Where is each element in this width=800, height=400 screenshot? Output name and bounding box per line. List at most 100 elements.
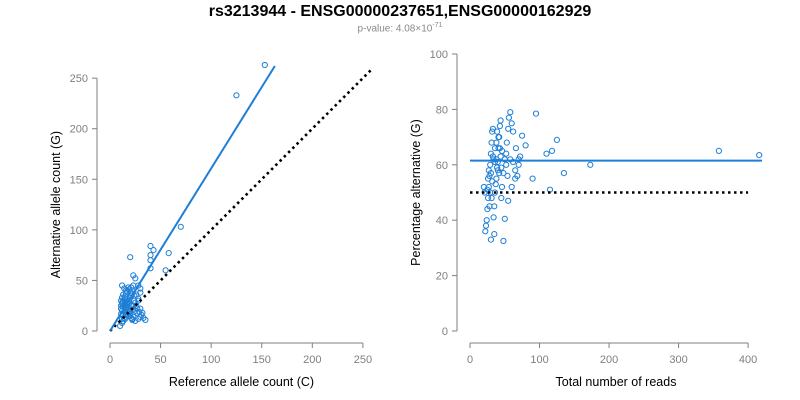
y-tick-label: 100 bbox=[70, 225, 88, 237]
data-point bbox=[500, 170, 507, 177]
data-point bbox=[130, 282, 137, 289]
data-point bbox=[117, 322, 124, 329]
data-point bbox=[497, 153, 504, 160]
data-point bbox=[505, 125, 512, 132]
data-point bbox=[487, 189, 494, 196]
data-point bbox=[553, 136, 561, 143]
data-point bbox=[494, 164, 501, 171]
data-point bbox=[515, 156, 522, 163]
data-point bbox=[507, 109, 514, 116]
x-axis-title: Reference allele count (C) bbox=[169, 375, 314, 389]
allele-count-scatter-panel: 0 50 100 150 200 250 0 50 100 150 200 250 Reference … bbox=[49, 61, 374, 389]
data-point bbox=[497, 117, 504, 124]
data-point bbox=[126, 286, 133, 293]
y-tick-label: 200 bbox=[70, 124, 88, 136]
data-point bbox=[548, 147, 556, 154]
data-point bbox=[129, 316, 136, 323]
data-point bbox=[501, 215, 508, 222]
y-tick-label: 150 bbox=[70, 174, 88, 186]
data-point bbox=[487, 161, 494, 168]
data-point bbox=[587, 161, 594, 168]
data-point bbox=[498, 164, 505, 171]
data-point bbox=[492, 181, 499, 188]
data-point bbox=[162, 267, 169, 274]
y-tick-label: 100 bbox=[430, 49, 448, 61]
data-point bbox=[483, 217, 490, 224]
data-point bbox=[519, 132, 526, 139]
data-point bbox=[503, 161, 510, 168]
data-point bbox=[498, 194, 505, 202]
x-tick-label: 150 bbox=[253, 354, 271, 366]
y-axis-title: Alternative allele count (G) bbox=[49, 131, 63, 278]
x-tick-label: 250 bbox=[354, 354, 372, 366]
data-point bbox=[512, 167, 519, 174]
data-point bbox=[493, 156, 500, 163]
chart-subtitle: p-value: 4.08×10-71 bbox=[0, 22, 800, 34]
y-tick-label: 250 bbox=[70, 73, 88, 85]
data-point bbox=[522, 142, 529, 149]
data-point bbox=[509, 158, 517, 166]
data-point bbox=[508, 183, 515, 191]
data-point bbox=[488, 194, 495, 202]
data-point bbox=[493, 139, 500, 146]
y-tick-label: 80 bbox=[436, 104, 448, 116]
data-point bbox=[132, 275, 139, 282]
data-point bbox=[503, 150, 510, 157]
data-point bbox=[177, 223, 184, 230]
data-point bbox=[508, 120, 515, 127]
data-point bbox=[165, 250, 172, 257]
data-point bbox=[496, 170, 503, 177]
x-tick-label: 0 bbox=[467, 354, 473, 366]
y-tick-label: 60 bbox=[436, 160, 448, 172]
x-tick-label: 100 bbox=[202, 354, 220, 366]
data-point bbox=[134, 305, 141, 312]
data-point bbox=[532, 110, 540, 117]
data-point bbox=[504, 172, 511, 179]
data-point bbox=[233, 92, 240, 99]
data-point bbox=[130, 313, 137, 320]
data-point bbox=[490, 156, 497, 163]
data-point bbox=[495, 134, 502, 141]
data-point bbox=[491, 231, 498, 238]
data-point bbox=[486, 203, 493, 210]
data-point bbox=[140, 314, 147, 321]
data-point bbox=[756, 152, 763, 159]
data-point bbox=[150, 247, 157, 254]
data-point bbox=[482, 222, 490, 229]
reference-line bbox=[109, 67, 374, 332]
x-tick-label: 400 bbox=[739, 354, 757, 366]
data-point bbox=[496, 122, 503, 130]
data-point bbox=[505, 114, 512, 121]
data-point bbox=[505, 197, 512, 204]
p-value-exponent: -71 bbox=[432, 22, 443, 29]
data-point bbox=[543, 150, 550, 157]
x-axis-title: Total number of reads bbox=[556, 375, 677, 389]
data-point bbox=[261, 61, 268, 69]
x-tick-label: 300 bbox=[669, 354, 687, 366]
data-point bbox=[142, 316, 149, 323]
data-point bbox=[119, 315, 126, 322]
data-point bbox=[509, 128, 517, 135]
y-tick-label: 0 bbox=[442, 326, 448, 338]
data-point bbox=[122, 315, 129, 322]
data-point bbox=[512, 145, 520, 152]
data-point bbox=[489, 125, 496, 132]
chart-title: rs3213944 - ENSG00000237651,ENSG00000162… bbox=[208, 3, 592, 20]
data-point bbox=[122, 293, 129, 300]
x-tick-label: 50 bbox=[154, 354, 166, 366]
data-point bbox=[127, 254, 134, 261]
x-tick-label: 200 bbox=[600, 354, 618, 366]
data-point bbox=[487, 236, 494, 243]
data-point bbox=[147, 242, 154, 250]
x-tick-label: 100 bbox=[530, 354, 548, 366]
y-tick-label: 20 bbox=[436, 271, 448, 283]
x-tick-label: 200 bbox=[303, 354, 321, 366]
data-point bbox=[489, 178, 496, 185]
data-point bbox=[485, 194, 492, 202]
data-point bbox=[494, 128, 501, 135]
data-point bbox=[498, 183, 506, 191]
data-point bbox=[137, 285, 144, 292]
p-value-text: p-value: 4.08×10 bbox=[357, 23, 433, 35]
data-point bbox=[496, 145, 503, 152]
